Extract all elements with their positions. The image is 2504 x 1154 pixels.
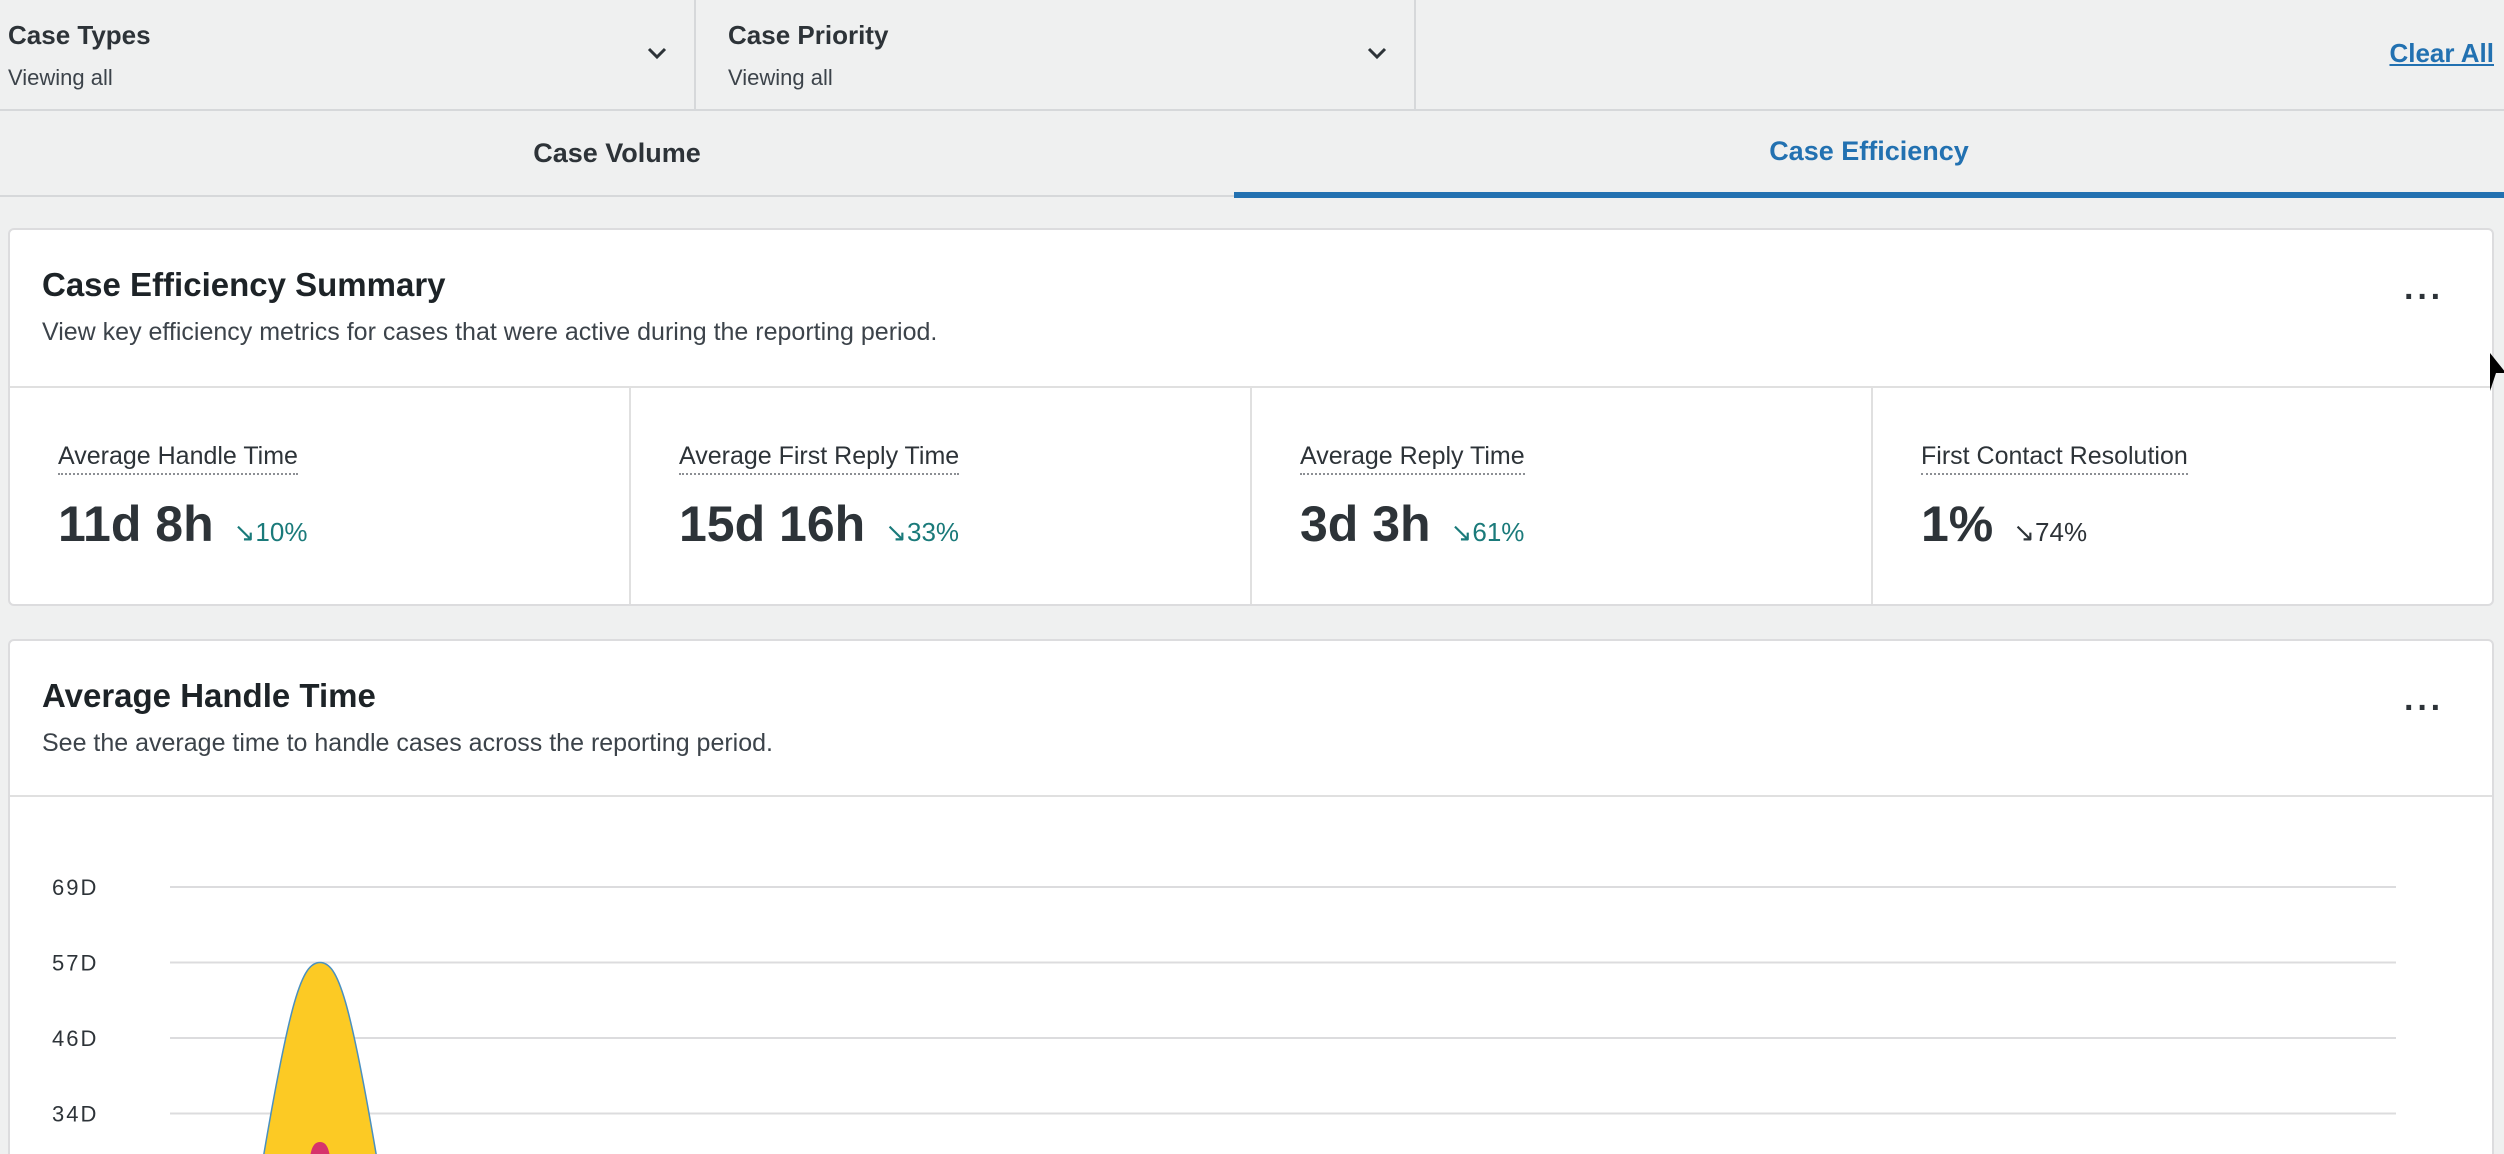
card-header: Average Handle Time See the average time… — [10, 641, 2492, 797]
report-tabs: Case Volume Case Efficiency — [0, 111, 2504, 198]
y-tick-label: 34D — [52, 1102, 98, 1127]
metric-value: 1% — [1921, 496, 1994, 552]
metric-label[interactable]: Average Handle Time — [58, 442, 298, 475]
chevron-down-icon — [1367, 47, 1387, 60]
more-options-icon[interactable]: ··· — [2404, 278, 2444, 316]
card-header: Case Efficiency Summary View key efficie… — [10, 230, 2492, 388]
metric-delta: ↘61% — [1450, 517, 1525, 547]
filter-value: Viewing all — [728, 65, 833, 90]
filter-title: Case Types — [8, 20, 151, 50]
metric-average-handle-time: Average Handle Time 11d 8h ↘10% — [10, 388, 631, 604]
mouse-cursor-icon — [2490, 353, 2504, 391]
metric-label[interactable]: First Contact Resolution — [1921, 442, 2188, 475]
metric-value: 15d 16h — [679, 496, 866, 552]
card-title: Average Handle Time — [42, 677, 376, 714]
metric-label[interactable]: Average Reply Time — [1300, 442, 1525, 475]
y-tick-label: 46D — [52, 1026, 98, 1051]
metric-delta: ↘33% — [885, 517, 960, 547]
more-options-icon[interactable]: ··· — [2404, 689, 2444, 727]
metric-delta: ↘10% — [233, 517, 308, 547]
metrics-row: Average Handle Time 11d 8h ↘10% Average … — [10, 388, 2492, 604]
filter-title: Case Priority — [728, 20, 889, 50]
metric-first-contact-resolution: First Contact Resolution 1% ↘74% — [1873, 388, 2492, 604]
card-subtitle: See the average time to handle cases acr… — [42, 729, 773, 757]
y-tick-label: 57D — [52, 951, 98, 976]
area-series — [263, 961, 377, 1154]
tab-case-efficiency[interactable]: Case Efficiency — [1234, 111, 2504, 198]
case-types-filter[interactable]: Case Types Viewing all — [0, 0, 696, 109]
card-title: Case Efficiency Summary — [42, 266, 446, 303]
tab-case-volume[interactable]: Case Volume — [533, 137, 701, 168]
y-tick-label: 69D — [52, 875, 98, 900]
case-priority-filter[interactable]: Case Priority Viewing all — [696, 0, 1416, 109]
chart-svg: 69D 57D 46D 34D — [52, 875, 2396, 1154]
average-handle-time-chart: 69D 57D 46D 34D — [10, 797, 2492, 1154]
filter-value: Viewing all — [8, 65, 113, 90]
case-efficiency-summary-card: Case Efficiency Summary View key efficie… — [8, 228, 2494, 606]
metric-delta: ↘74% — [2013, 517, 2088, 547]
metric-value: 11d 8h — [58, 496, 214, 552]
area-series-secondary — [310, 1142, 330, 1154]
metric-value: 3d 3h — [1300, 496, 1431, 552]
clear-all-link[interactable]: Clear All — [2389, 38, 2494, 68]
card-subtitle: View key efficiency metrics for cases th… — [42, 318, 938, 346]
filter-bar: Case Types Viewing all Case Priority Vie… — [0, 0, 2504, 111]
chevron-down-icon — [647, 47, 667, 60]
average-handle-time-card: Average Handle Time See the average time… — [8, 639, 2494, 1154]
metric-label[interactable]: Average First Reply Time — [679, 442, 960, 475]
metric-average-reply-time: Average Reply Time 3d 3h ↘61% — [1252, 388, 1873, 604]
metric-average-first-reply-time: Average First Reply Time 15d 16h ↘33% — [631, 388, 1252, 604]
